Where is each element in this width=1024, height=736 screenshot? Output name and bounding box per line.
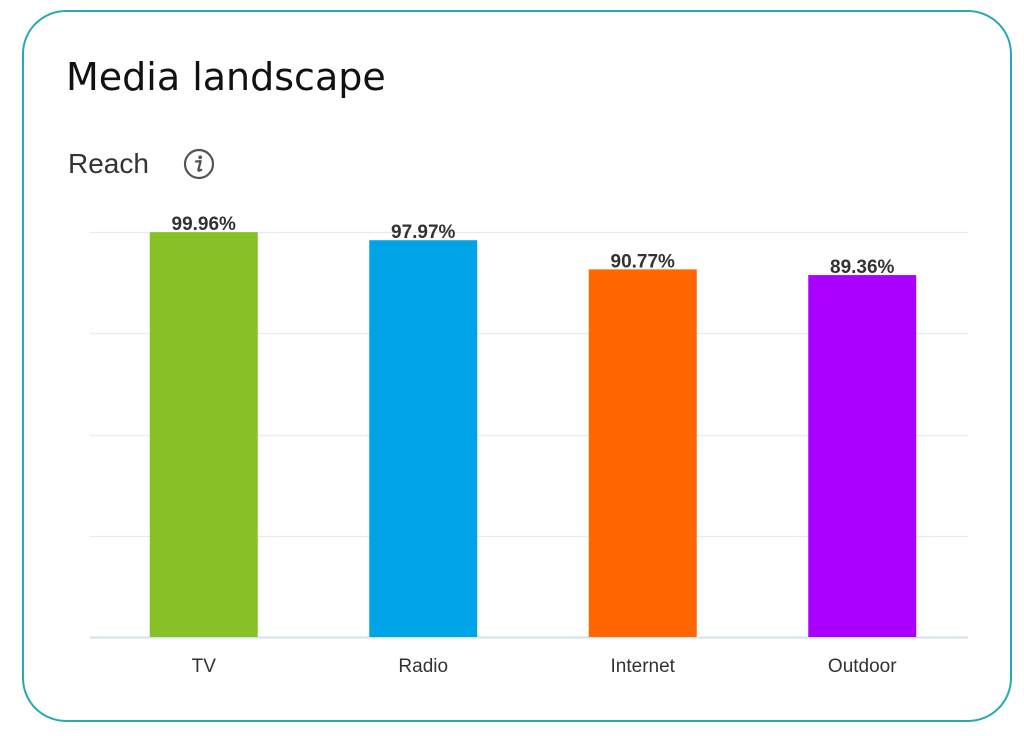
- bar-radio[interactable]: [369, 240, 478, 637]
- data-labels: 99.96% 97.97% 90.77% 89.36%: [172, 214, 895, 278]
- x-tick-label-radio: Radio: [398, 656, 448, 677]
- bars: [149, 232, 917, 638]
- x-tick-label-tv: TV: [192, 656, 217, 677]
- x-axis-ticks: TV Radio Internet Outdoor: [192, 656, 898, 677]
- info-icon[interactable]: [183, 148, 215, 180]
- bar-outdoor[interactable]: [808, 275, 917, 637]
- data-label-outdoor: 89.36%: [830, 257, 895, 278]
- x-tick-label-internet: Internet: [611, 656, 676, 677]
- bar-internet[interactable]: [588, 269, 697, 637]
- data-label-internet: 90.77%: [611, 251, 676, 272]
- metric-title: Reach: [68, 148, 149, 179]
- x-tick-label-outdoor: Outdoor: [828, 656, 897, 677]
- bar-tv[interactable]: [149, 232, 258, 638]
- data-label-tv: 99.96%: [172, 214, 237, 235]
- metric-header: Reach: [68, 146, 215, 182]
- page-title: Media landscape: [66, 55, 386, 99]
- data-label-radio: 97.97%: [391, 222, 456, 243]
